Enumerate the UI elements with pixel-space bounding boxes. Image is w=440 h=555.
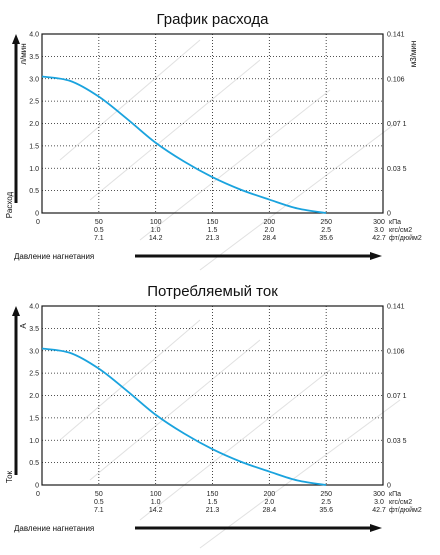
y2-tick-label: 0.106	[387, 76, 405, 83]
x-axis-title: Давление нагнетания	[14, 252, 94, 261]
y2-axis-label: м3/мин	[409, 41, 418, 68]
y-tick-label: 0.5	[29, 188, 39, 195]
y-tick-label: 2.5	[29, 99, 39, 106]
plot-frame	[41, 33, 384, 214]
x-axis-title: Давление нагнетания	[14, 524, 94, 533]
y2-tick-label: 0	[387, 483, 391, 490]
x-tick-label-psi: 28.4	[263, 235, 277, 242]
y-tick-label: 4.0	[29, 304, 39, 311]
x-tick-label-psi: 35.6	[319, 235, 333, 242]
plot-frame	[41, 305, 384, 486]
x-tick-label-psi: 21.3	[206, 507, 220, 514]
y2-tick-label: 0.03 5	[387, 166, 407, 173]
x-tick-label-kgf: 0.5	[94, 499, 104, 506]
series-line	[41, 347, 327, 486]
x-tick-label-kpa: 200	[263, 491, 275, 498]
current-chart: Потребляемый ток 0 0.5 1.0 1.5 2.0 2.5 3.0 3.5 4.…	[5, 283, 422, 533]
x-tick-label-kgf: 1.5	[208, 227, 218, 234]
y-tick-label: 0	[35, 483, 39, 490]
y2-tick-label: 0.141	[387, 304, 405, 311]
y2-tick-label: 0.07 1	[387, 393, 407, 400]
y-tick-label: 1.5	[29, 415, 39, 422]
unit-label-kpa: кПа	[389, 219, 401, 226]
y-tick-label: 3.0	[29, 348, 39, 355]
y2-tick-label: 0.03 5	[387, 438, 407, 445]
x-tick-label-kgf: 2.0	[264, 499, 274, 506]
unit-label-kgf: кгс/см2	[389, 227, 412, 234]
x-axis-arrow-head	[370, 252, 382, 260]
x-tick-label-zero: 0	[36, 491, 40, 498]
unit-label-kpa: кПа	[389, 491, 401, 498]
watermark-pattern	[59, 39, 401, 549]
flow-chart: График расхода 0 0.5 1.0 1.5 2.0 2.5 3.0 3.5 4.0 0…	[5, 11, 422, 261]
y2-tick-label: 0	[387, 211, 391, 218]
x-tick-label-kpa: 50	[95, 491, 103, 498]
x-tick-label-psi: 35.6	[319, 507, 333, 514]
y-tick-label: 1.5	[29, 143, 39, 150]
x-tick-label-kgf: 1.5	[208, 499, 218, 506]
y-axis-title: Расход	[5, 191, 14, 218]
y-tick-label: 3.5	[29, 54, 39, 61]
x-axis-arrow-head	[370, 524, 382, 532]
x-end-kpa: 300	[373, 219, 385, 226]
y-tick-label: 2.5	[29, 371, 39, 378]
unit-label-psi: фт/дюйм2	[389, 234, 422, 242]
x-tick-label-kpa: 250	[320, 491, 332, 498]
y-tick-label: 2.0	[29, 121, 39, 128]
x-tick-label-kpa: 200	[263, 219, 275, 226]
x-tick-label-psi: 14.2	[149, 507, 163, 514]
x-tick-label-psi: 14.2	[149, 235, 163, 242]
chart-title: Потребляемый ток	[147, 283, 278, 300]
y-tick-label: 2.0	[29, 393, 39, 400]
x-tick-label-kpa: 100	[150, 491, 162, 498]
y-tick-label: 0	[35, 211, 39, 218]
x-end-kpa: 300	[373, 491, 385, 498]
series-line	[41, 75, 327, 214]
chart-title: График расхода	[156, 11, 269, 28]
x-tick-label-zero: 0	[36, 219, 40, 226]
x-tick-label-kgf: 2.5	[321, 227, 331, 234]
y-tick-label: 3.5	[29, 326, 39, 333]
y-tick-label: 1.0	[29, 166, 39, 173]
y-axis-unit-label: л/мин	[19, 43, 28, 64]
y2-tick-label: 0.106	[387, 348, 405, 355]
x-end-kgf: 3.0	[374, 499, 384, 506]
x-tick-label-kpa: 50	[95, 219, 103, 226]
x-end-psi: 42.7	[372, 507, 386, 514]
x-tick-label-kgf: 1.0	[151, 227, 161, 234]
y-axis-unit-label: A	[19, 323, 28, 329]
x-end-kgf: 3.0	[374, 227, 384, 234]
y-axis-arrow-head	[12, 306, 20, 316]
x-tick-label-kpa: 100	[150, 219, 162, 226]
y-axis-arrow-head	[12, 34, 20, 44]
x-tick-label-kgf: 2.5	[321, 499, 331, 506]
x-end-psi: 42.7	[372, 235, 386, 242]
x-tick-label-kpa: 250	[320, 219, 332, 226]
x-tick-label-kgf: 0.5	[94, 227, 104, 234]
x-tick-label-psi: 7.1	[94, 235, 104, 242]
y-axis-title: Ток	[5, 470, 14, 483]
x-tick-label-kpa: 150	[207, 491, 219, 498]
x-tick-label-psi: 7.1	[94, 507, 104, 514]
x-tick-label-kgf: 1.0	[151, 499, 161, 506]
x-tick-label-kgf: 2.0	[264, 227, 274, 234]
unit-label-psi: фт/дюйм2	[389, 506, 422, 514]
y-tick-label: 4.0	[29, 32, 39, 39]
x-tick-label-kpa: 150	[207, 219, 219, 226]
x-tick-label-psi: 28.4	[263, 507, 277, 514]
x-tick-label-psi: 21.3	[206, 235, 220, 242]
unit-label-kgf: кгс/см2	[389, 499, 412, 506]
y2-tick-label: 0.07 1	[387, 121, 407, 128]
y-tick-label: 1.0	[29, 438, 39, 445]
y-tick-label: 3.0	[29, 76, 39, 83]
y-tick-label: 0.5	[29, 460, 39, 467]
y2-tick-label: 0.141	[387, 32, 405, 39]
